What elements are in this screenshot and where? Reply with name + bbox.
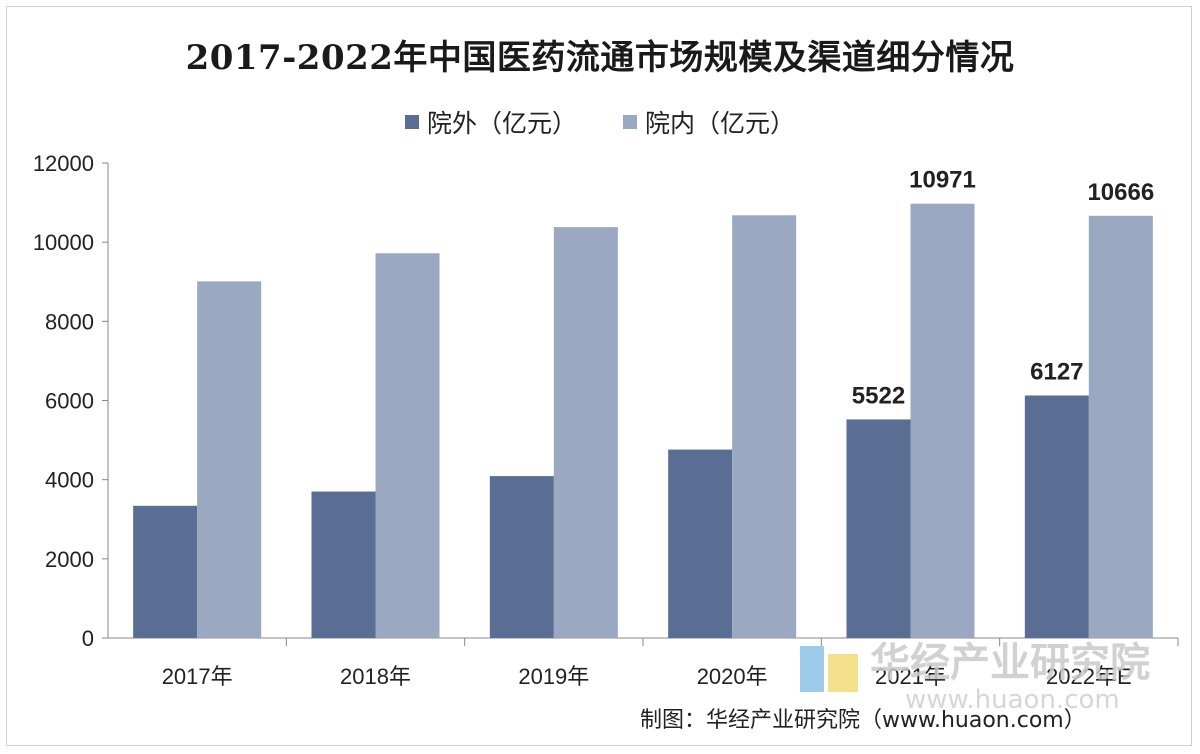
y-tick-label: 4000 xyxy=(45,468,94,493)
data-label: 5522 xyxy=(852,382,905,409)
bars xyxy=(133,203,1153,638)
bar-outside xyxy=(311,491,376,638)
watermark-text: 华经产业研究院 xyxy=(870,640,1150,686)
y-tick-label: 12000 xyxy=(33,151,94,176)
bar-outside xyxy=(1024,395,1089,638)
bar-outside xyxy=(133,505,198,638)
bar-outside xyxy=(489,476,554,638)
bar-outside xyxy=(846,419,911,638)
x-tick-label: 2021年 xyxy=(875,664,946,689)
x-tick-label: 2017年 xyxy=(162,664,233,689)
legend-swatch-inside xyxy=(623,115,637,129)
x-tick-label: 2022年E xyxy=(1046,664,1132,689)
bar-outside xyxy=(668,449,733,638)
x-tick-label: 2018年 xyxy=(340,664,411,689)
data-label: 6127 xyxy=(1030,358,1083,385)
legend-item-inside: 院内（亿元） xyxy=(623,104,795,140)
y-tick-label: 2000 xyxy=(45,547,94,572)
bar-inside xyxy=(910,203,975,638)
data-labels: 5522 10971 6127 10666 xyxy=(852,167,1154,410)
watermark-url: www.huaon.com xyxy=(905,685,1120,715)
x-tick-label: 2020年 xyxy=(697,664,768,689)
bar-inside xyxy=(732,215,797,638)
bar-inside xyxy=(1088,215,1153,638)
y-tick-label: 6000 xyxy=(45,389,94,414)
source-note: 制图：华经产业研究院（www.huaon.com） xyxy=(640,708,1086,733)
watermark-logo-blue xyxy=(800,646,824,692)
legend-item-outside: 院外（亿元） xyxy=(404,104,577,140)
bar-inside xyxy=(197,281,262,638)
legend: 院外（亿元） 院内（亿元） xyxy=(0,104,1200,140)
data-label: 10971 xyxy=(909,167,976,194)
y-tick-label: 10000 xyxy=(33,230,94,255)
bar-inside xyxy=(375,253,440,638)
axes: 12000 10000 8000 6000 4000 2000 0 2017年 2018年 201… xyxy=(33,151,1179,689)
data-label: 10666 xyxy=(1087,179,1154,206)
y-tick-label: 0 xyxy=(82,626,94,651)
bar-inside xyxy=(553,227,618,638)
chart-title: 2017-2022年中国医药流通市场规模及渠道细分情况 xyxy=(185,38,1015,78)
watermark: 华经产业研究院 www.huaon.com xyxy=(800,640,1150,715)
legend-swatch-outside xyxy=(404,115,419,129)
x-tick-label: 2019年 xyxy=(518,664,589,689)
legend-label-inside: 院内（亿元） xyxy=(645,109,796,138)
y-tick-label: 8000 xyxy=(45,309,94,334)
watermark-logo-yellow xyxy=(828,654,858,692)
legend-label-outside: 院外（亿元） xyxy=(426,109,577,138)
